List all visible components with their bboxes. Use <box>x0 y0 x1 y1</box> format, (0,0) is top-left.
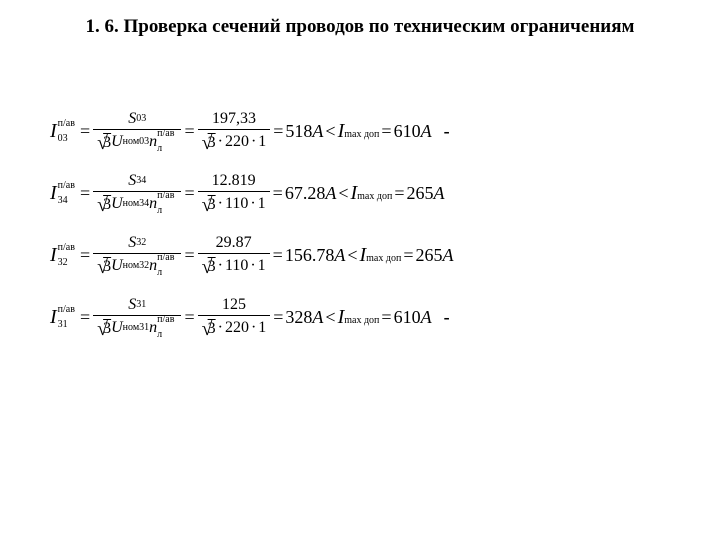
equations-block: Iп/ав03=S03√3Uном03nп/авл=197,33√3·220·1… <box>50 110 680 340</box>
i-max-value: 265A <box>406 183 444 204</box>
equation-row: Iп/ав31=S31√3Uном31nп/авл=125√3·220·1=32… <box>50 296 680 340</box>
fraction-numeric: 29.87√3·110·1 <box>198 234 270 278</box>
i-max-value: 610A <box>394 307 432 328</box>
fraction-symbolic: S34√3Uном34nп/авл <box>93 172 181 216</box>
trailing-dash: - <box>444 307 450 328</box>
i-max-value: 610A <box>394 121 432 142</box>
result-value: 328A <box>285 307 323 328</box>
equation-row: Iп/ав03=S03√3Uном03nп/авл=197,33√3·220·1… <box>50 110 680 154</box>
fraction-numeric: 197,33√3·220·1 <box>198 110 271 154</box>
fraction-symbolic: S31√3Uном31nп/авл <box>93 296 181 340</box>
fraction-symbolic: S03√3Uном03nп/авл <box>93 110 181 154</box>
trailing-dash: - <box>444 121 450 142</box>
equation-row: Iп/ав34=S34√3Uном34nп/авл=12.819√3·110·1… <box>50 172 680 216</box>
lhs-symbol: Iп/ав03 <box>50 120 78 143</box>
i-max-symbol: Imax доп <box>338 306 380 329</box>
i-max-value: 265A <box>415 245 453 266</box>
fraction-numeric: 125√3·220·1 <box>198 296 271 340</box>
result-value: 67.28A <box>285 183 337 204</box>
fraction-numeric: 12.819√3·110·1 <box>198 172 270 216</box>
page-title: 1. 6. Проверка сечений проводов по техни… <box>40 15 680 40</box>
fraction-symbolic: S32√3Uном32nп/авл <box>93 234 181 278</box>
i-max-symbol: Imax доп <box>359 244 401 267</box>
i-max-symbol: Imax доп <box>338 120 380 143</box>
lhs-symbol: Iп/ав31 <box>50 306 78 329</box>
equation-row: Iп/ав32=S32√3Uном32nп/авл=29.87√3·110·1=… <box>50 234 680 278</box>
result-value: 518A <box>285 121 323 142</box>
result-value: 156.78A <box>285 245 346 266</box>
i-max-symbol: Imax доп <box>350 182 392 205</box>
lhs-symbol: Iп/ав32 <box>50 244 78 267</box>
lhs-symbol: Iп/ав34 <box>50 182 78 205</box>
